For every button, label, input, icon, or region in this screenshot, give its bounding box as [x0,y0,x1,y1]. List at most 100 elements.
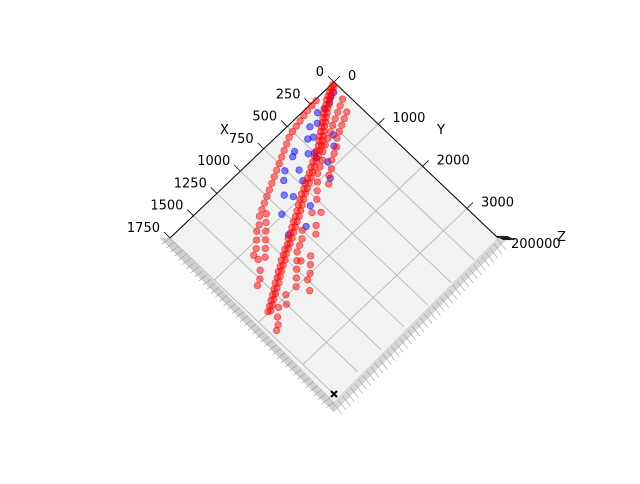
wall-tick [288,364,298,372]
y-axis-line [333,81,499,239]
data-point [255,212,264,220]
x-tick-mark [210,187,218,194]
data-point [313,195,321,204]
wall-tick [231,307,240,314]
wall-tick [174,250,183,257]
data-point [316,163,324,171]
data-point [280,191,288,199]
data-point [292,283,300,291]
data-point [262,210,270,218]
data-point [285,133,293,141]
data-point [338,121,346,129]
data-point [264,308,272,316]
wall-tick [469,268,478,279]
x-tick-label: 750 [229,132,254,147]
z-tick-mark [497,235,506,241]
data-point [268,179,276,187]
wall-tick [337,399,347,411]
x-tick-label: 500 [252,110,277,125]
data-point [307,252,315,260]
pane-wall-ticks [161,237,507,415]
data-point [292,274,300,282]
data-point [312,230,320,238]
wall-tick [333,403,343,415]
data-point [252,245,260,253]
data-point [339,95,347,103]
wall-tick [252,327,261,335]
data-point [335,128,343,136]
wall-tick [219,295,228,302]
z-tick-mark [500,235,509,241]
y-tick-mark [333,75,341,83]
wall-tick [411,325,421,337]
data-point [252,236,261,244]
wall-tick [350,387,359,398]
wall-tick [305,381,314,388]
data-point [262,218,270,227]
x-tick-mark [234,164,241,172]
x-axis-label: X [220,123,229,138]
data-point [289,193,297,201]
data-point [325,180,333,188]
data-point [262,236,270,244]
data-point [296,241,304,250]
wall-tick [485,252,494,263]
wall-tick [378,358,388,370]
data-point [262,227,270,235]
x-tick-label: 250 [276,87,301,102]
wall-tick [301,377,310,384]
wall-tick [325,401,335,409]
x-tick-mark [327,75,335,83]
wall-tick [448,289,458,300]
data-point [326,128,334,136]
data-point [281,167,289,175]
data-point [328,156,336,164]
data-point [304,106,312,115]
data-point [261,253,269,261]
data-point [304,135,312,143]
wall-tick [354,383,363,394]
data-point [340,114,348,123]
wall-tick [444,293,453,304]
point-marker-x-stroke [330,390,338,398]
wall-tick [358,379,367,390]
data-point [296,117,304,125]
data-point [313,187,321,195]
wall-tick [182,258,191,265]
data-point [282,291,290,299]
data-point [280,146,288,155]
data-point [273,326,281,335]
data-point [278,153,286,161]
data-point [306,202,314,210]
data-point [317,208,325,216]
wall-tick [346,391,355,402]
wall-tick [391,346,400,357]
y-tick-label: 2000 [437,153,470,168]
wall-tick [272,348,281,355]
wall-tick [419,317,429,329]
data-point [273,313,282,321]
wall-tick [362,375,371,386]
data-point [258,205,266,214]
wall-tick [370,366,380,378]
data-point [292,122,300,130]
wall-tick [202,278,212,286]
y-tick-label: 3000 [481,195,514,210]
wall-tick [239,315,249,323]
y-tick-mark [466,202,474,209]
data-point [273,166,281,174]
data-point [336,102,344,110]
z-axis-label: Z [557,230,566,245]
wall-tick [407,330,417,341]
wall-tick [341,395,351,406]
data-point [308,101,316,110]
data-point [289,153,297,161]
data-point [293,248,301,256]
z-tick-mark [498,235,507,241]
wall-tick [276,352,285,360]
data-point [256,266,264,274]
data-point [321,141,329,149]
data-point [343,108,351,116]
